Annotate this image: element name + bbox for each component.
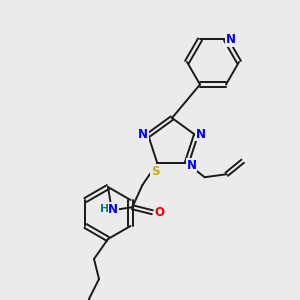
Text: N: N xyxy=(138,128,148,141)
Text: N: N xyxy=(187,159,197,172)
Text: H: H xyxy=(100,204,109,214)
Text: N: N xyxy=(196,128,206,141)
Text: O: O xyxy=(154,206,164,219)
Text: N: N xyxy=(108,203,118,216)
Text: N: N xyxy=(226,33,236,46)
Text: S: S xyxy=(151,165,160,178)
